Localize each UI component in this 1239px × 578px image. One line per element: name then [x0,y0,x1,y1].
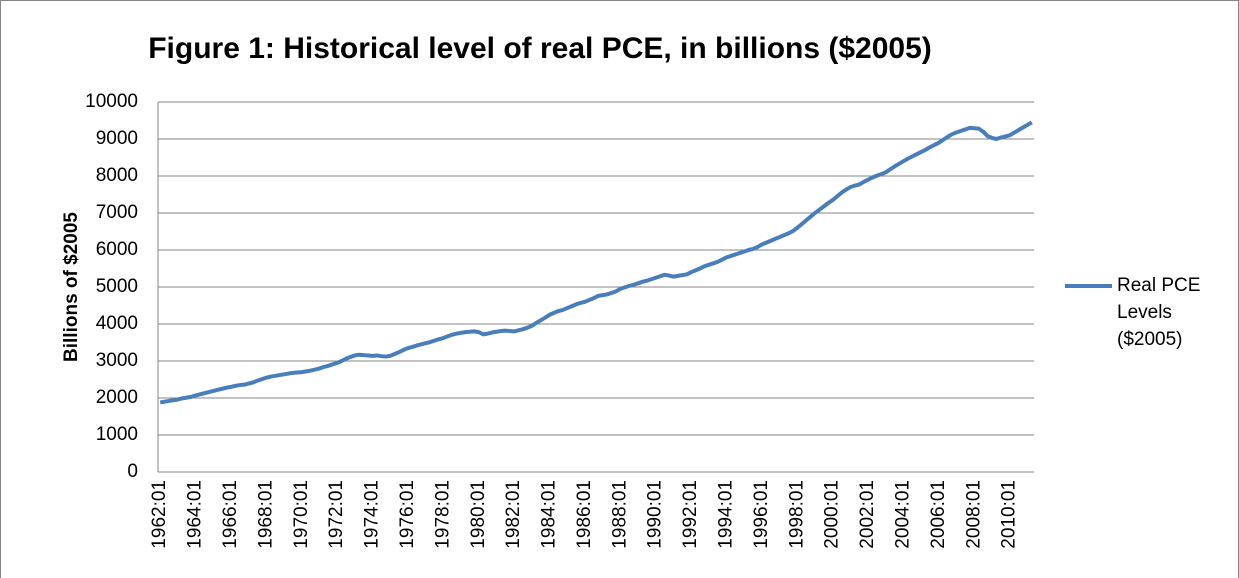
y-tick-label: 3000 [96,350,138,371]
x-tick-label: 1992:01 [680,480,701,549]
y-tick-label: 5000 [96,276,138,297]
x-tick-label: 1990:01 [645,480,666,549]
x-tick-label: 1978:01 [432,480,453,549]
x-tick-label: 1974:01 [362,480,383,549]
chart-title: Figure 1: Historical level of real PCE, … [148,32,932,65]
y-tick-label: 10000 [85,91,138,112]
x-tick-label: 1980:01 [468,480,489,549]
legend-label: Real PCE Levels ($2005) [1117,275,1201,350]
x-tick-label: 1982:01 [503,480,524,549]
y-tick-label: 1000 [96,424,138,445]
y-tick-label: 8000 [96,165,138,186]
x-tick-label: 2006:01 [928,480,949,549]
x-tick-label: 1968:01 [255,480,276,549]
y-tick-label: 4000 [96,313,138,334]
y-tick-label: 2000 [96,387,138,408]
y-tick-label: 9000 [96,128,138,149]
x-tick-label: 2010:01 [999,480,1020,549]
x-tick-label: 1988:01 [609,480,630,549]
x-tick-label: 1966:01 [220,480,241,549]
x-tick-label: 1970:01 [291,480,312,549]
x-tick-label: 2008:01 [963,480,984,549]
x-tick-label: 2004:01 [893,480,914,549]
x-tick-label: 2000:01 [822,480,843,549]
y-tick-label: 0 [127,461,138,482]
x-tick-label: 1998:01 [786,480,807,549]
x-tick-label: 1996:01 [751,480,772,549]
x-tick-label: 1986:01 [574,480,595,549]
x-tick-label: 1972:01 [326,480,347,549]
y-tick-label: 6000 [96,239,138,260]
x-tick-label: 1962:01 [149,480,170,549]
y-axis-label: Billions of $2005 [61,212,82,362]
x-tick-label: 2002:01 [857,480,878,549]
y-tick-label: 7000 [96,202,138,223]
x-tick-label: 1976:01 [397,480,418,549]
x-tick-label: 1994:01 [716,480,737,549]
x-tick-label: 1964:01 [185,480,206,549]
x-tick-label: 1984:01 [539,480,560,549]
data-line [159,120,1033,405]
